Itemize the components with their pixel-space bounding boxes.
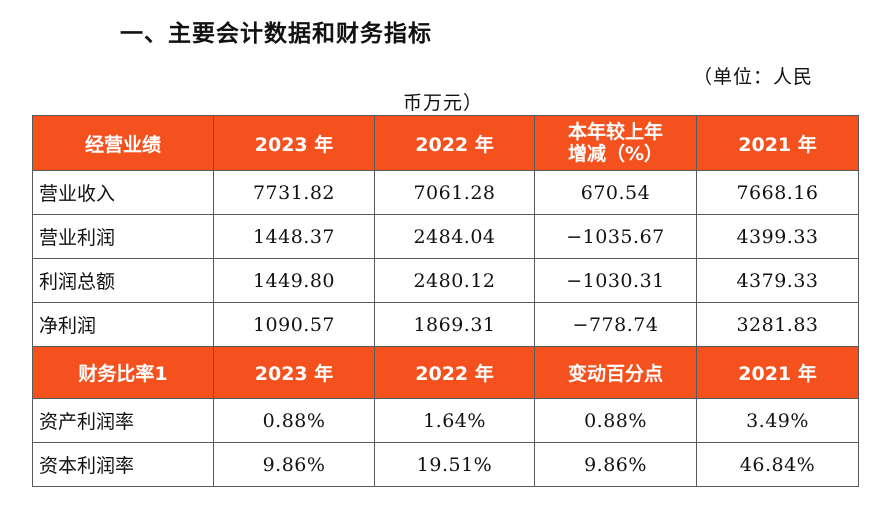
cell: 0.88%: [534, 398, 697, 443]
cell: −778.74: [534, 302, 697, 347]
cell: 7668.16: [696, 170, 859, 215]
cell: −1030.31: [534, 258, 697, 303]
row-label: 营业利润: [32, 214, 214, 259]
unit-note-line1: （单位：人民: [693, 66, 814, 88]
unit-note-line2: 币万元）: [403, 92, 484, 114]
row-label: 营业收入: [32, 170, 214, 215]
cell: 46.84%: [696, 442, 859, 487]
cell: 19.51%: [374, 442, 535, 487]
cell: 1449.80: [213, 258, 375, 303]
table-row: 资产利润率 0.88% 1.64% 0.88% 3.49%: [32, 398, 859, 443]
header-cell: 2021 年: [696, 115, 859, 171]
cell: −1035.67: [534, 214, 697, 259]
header-cell: 财务比率1: [32, 346, 214, 399]
table-row: 净利润 1090.57 1869.31 −778.74 3281.83: [32, 302, 859, 347]
row-label: 净利润: [32, 302, 214, 347]
cell: 1869.31: [374, 302, 535, 347]
header-cell: 2023 年: [213, 115, 375, 171]
cell: 2480.12: [374, 258, 535, 303]
cell: 0.88%: [213, 398, 375, 443]
header-cell: 经营业绩: [32, 115, 214, 171]
table-row: 资本利润率 9.86% 19.51% 9.86% 46.84%: [32, 442, 859, 487]
header-cell-change: 本年较上年 增减（%）: [534, 115, 697, 171]
table-row: 营业利润 1448.37 2484.04 −1035.67 4399.33: [32, 214, 859, 259]
cell: 1448.37: [213, 214, 375, 259]
header-change-line1: 本年较上年: [567, 121, 663, 143]
cell: 4379.33: [696, 258, 859, 303]
header-cell: 2023 年: [213, 346, 375, 399]
cell: 2484.04: [374, 214, 535, 259]
header-cell: 2022 年: [374, 346, 535, 399]
row-label: 资本利润率: [32, 442, 214, 487]
cell: 1090.57: [213, 302, 375, 347]
header-cell: 2021 年: [696, 346, 859, 399]
row-label: 资产利润率: [32, 398, 214, 443]
table-header-operating: 经营业绩 2023 年 2022 年 本年较上年 增减（%） 2021 年: [32, 115, 859, 171]
cell: 3281.83: [696, 302, 859, 347]
cell: 7731.82: [213, 170, 375, 215]
financial-table: 经营业绩 2023 年 2022 年 本年较上年 增减（%） 2021 年 营业…: [32, 115, 859, 487]
cell: 9.86%: [534, 442, 697, 487]
table-header-ratios: 财务比率1 2023 年 2022 年 变动百分点 2021 年: [32, 346, 859, 399]
section-title: 一、主要会计数据和财务指标: [120, 21, 432, 47]
header-change-line2: 增减（%）: [567, 143, 664, 165]
cell: 670.54: [534, 170, 697, 215]
row-label: 利润总额: [32, 258, 214, 303]
cell: 1.64%: [374, 398, 535, 443]
cell: 3.49%: [696, 398, 859, 443]
cell: 9.86%: [213, 442, 375, 487]
header-cell: 变动百分点: [534, 346, 697, 399]
table-row: 营业收入 7731.82 7061.28 670.54 7668.16: [32, 170, 859, 215]
header-cell: 2022 年: [374, 115, 535, 171]
table-row: 利润总额 1449.80 2480.12 −1030.31 4379.33: [32, 258, 859, 303]
cell: 4399.33: [696, 214, 859, 259]
cell: 7061.28: [374, 170, 535, 215]
